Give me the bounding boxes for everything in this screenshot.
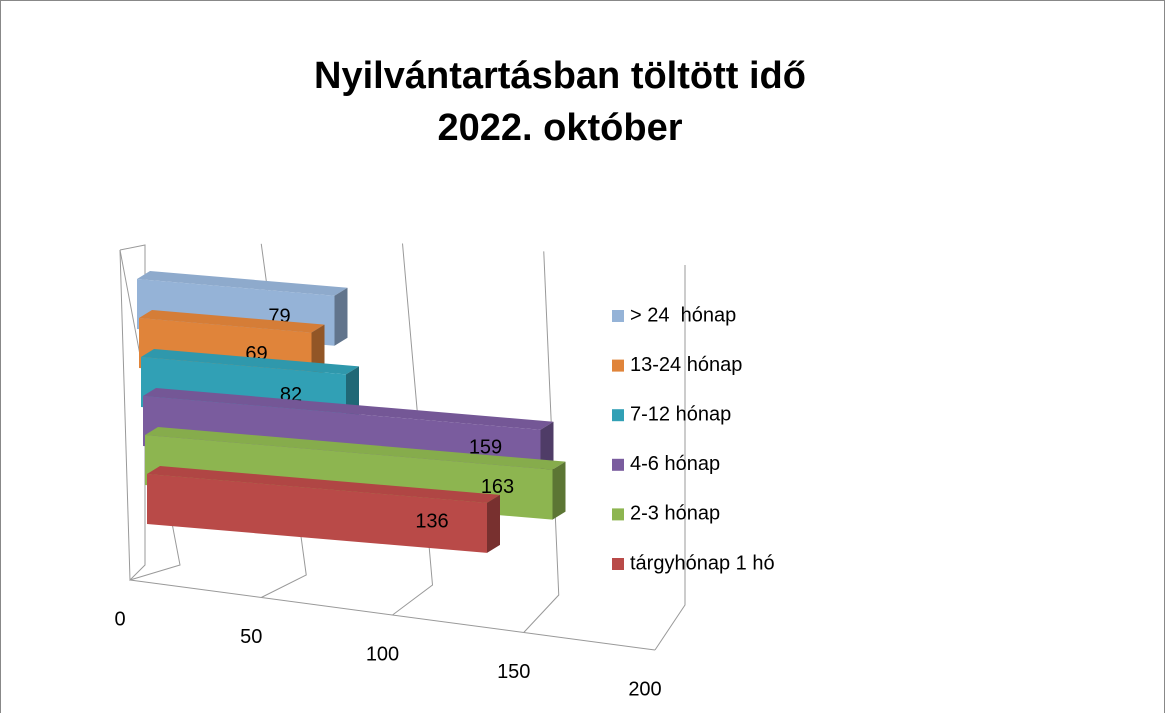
- bar-top: [141, 349, 359, 375]
- legend-swatch: [612, 310, 624, 322]
- x-tick-label: 150: [497, 661, 530, 683]
- bar-top: [139, 310, 325, 333]
- bar-front: [147, 474, 487, 553]
- legend-swatch: [612, 558, 624, 570]
- bar-top: [145, 427, 566, 470]
- bar-side: [487, 494, 500, 553]
- x-tick-label: 100: [366, 643, 399, 665]
- bar: [147, 466, 500, 553]
- bar-side: [334, 287, 348, 346]
- legend-label: 7-12 hónap: [630, 403, 731, 425]
- x-tick-label: 200: [628, 678, 661, 700]
- data-label: 163: [481, 476, 514, 498]
- grid-line: [523, 251, 560, 633]
- legend-label: 2-3 hónap: [630, 503, 720, 525]
- bar-side: [552, 461, 566, 520]
- legend-label: 4-6 hónap: [630, 453, 720, 475]
- x-tick-label: 0: [114, 608, 125, 630]
- legend-label: tárgyhónap 1 hó: [630, 552, 775, 574]
- chart-title: Nyilvántartásban töltött idő: [314, 55, 806, 97]
- chart-subtitle: 2022. október: [438, 107, 683, 149]
- bar-top: [143, 388, 554, 430]
- data-label: 159: [469, 436, 502, 458]
- legend-label: > 24 hónap: [630, 304, 736, 326]
- left-wall: [119, 244, 146, 582]
- data-label: 136: [415, 510, 448, 532]
- bar-top: [137, 271, 348, 296]
- bar-top: [147, 466, 500, 503]
- floor-front: [129, 579, 656, 651]
- x-tick-label: 50: [240, 626, 262, 648]
- legend-swatch: [612, 409, 624, 422]
- legend-swatch: [612, 458, 624, 471]
- grid-line: [654, 265, 686, 651]
- legend-label: 13-24 hónap: [630, 354, 742, 376]
- legend-swatch: [612, 359, 624, 372]
- legend-swatch: [612, 508, 624, 521]
- grid-line: [392, 243, 434, 616]
